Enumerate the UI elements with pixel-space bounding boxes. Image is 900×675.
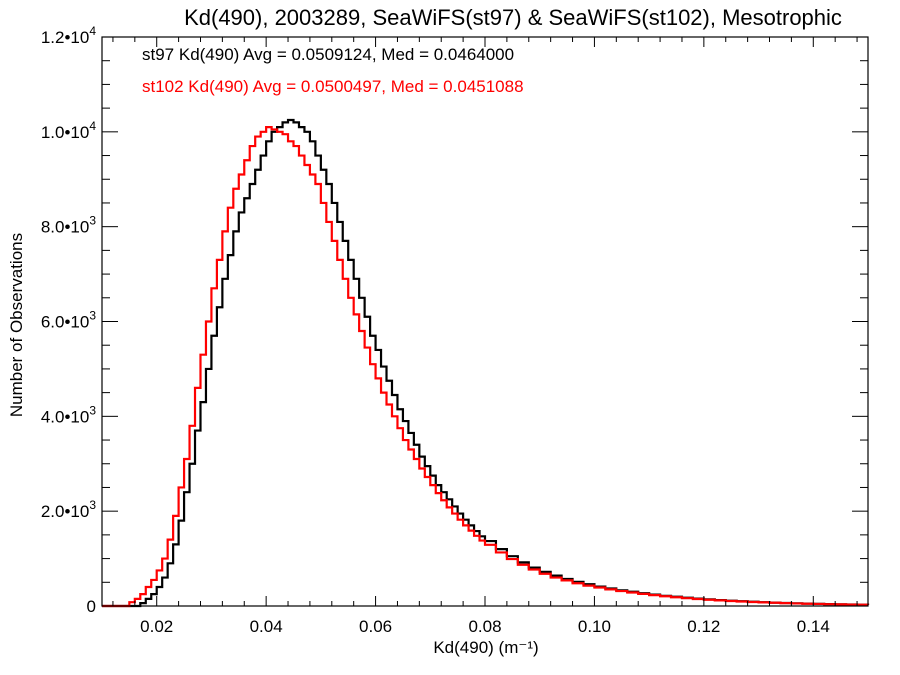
x-tick-label: 0.04 (250, 617, 283, 636)
y-axis-label: Number of Observations (7, 233, 26, 417)
y-tick-label: 6.0•103 (41, 309, 97, 332)
x-tick-label: 0.14 (797, 617, 830, 636)
x-tick-label: 0.06 (359, 617, 392, 636)
y-tick-label: 0 (87, 597, 96, 616)
histogram-series-0 (102, 118, 870, 608)
annotation-st102: st102 Kd(490) Avg = 0.0500497, Med = 0.0… (142, 77, 524, 96)
x-tick-label: 0.02 (140, 617, 173, 636)
ticks-layer: 0.02 0.04 0.06 0.08 0.10 0.12 0.14 0 2.0•103 4.0•… (41, 24, 868, 636)
y-tick-label: 2.0•103 (41, 498, 97, 521)
y-tick-label: 1.0•104 (41, 119, 97, 142)
annotation-st97: st97 Kd(490) Avg = 0.0509124, Med = 0.04… (142, 45, 514, 64)
x-axis-label: Kd(490) (m⁻¹) (433, 638, 538, 657)
series-layer (102, 118, 870, 608)
x-tick-label: 0.12 (687, 617, 720, 636)
y-tick-label: 1.2•104 (41, 24, 97, 47)
y-tick-label: 8.0•103 (41, 214, 97, 237)
y-tick-label: 4.0•103 (41, 403, 97, 426)
x-tick-label: 0.08 (468, 617, 501, 636)
histogram-series-1 (102, 125, 870, 608)
x-tick-label: 0.10 (578, 617, 611, 636)
chart-title: Kd(490), 2003289, SeaWiFS(st97) & SeaWiF… (184, 5, 842, 30)
